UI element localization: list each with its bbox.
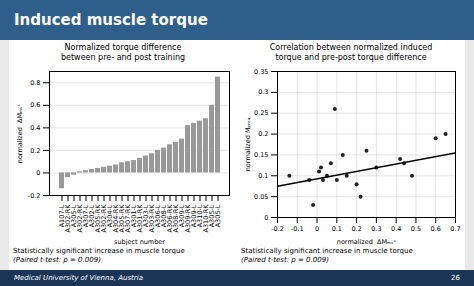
svg-text:A309-L: A309-L xyxy=(190,204,199,228)
svg-text:0.35: 0.35 xyxy=(254,68,268,76)
html-text:Medical University of Vienna,: Medical University of Vienna, Austria xyxy=(14,274,143,282)
svg-text:0.3: 0.3 xyxy=(371,225,381,233)
svg-text:0.15: 0.15 xyxy=(254,151,268,159)
svg-text:A304-L: A304-L xyxy=(106,204,115,228)
svg-text:-0.1: -0.1 xyxy=(291,225,304,233)
svg-text:A305-L: A305-L xyxy=(208,204,217,228)
svg-text:-0.2: -0.2 xyxy=(28,192,41,200)
svg-text:0.2: 0.2 xyxy=(30,146,40,154)
svg-text:A303-RK: A303-RK xyxy=(148,204,157,233)
svg-text:0.7: 0.7 xyxy=(450,225,460,233)
svg-text:A305-L: A305-L xyxy=(70,204,79,228)
svg-text:0.05: 0.05 xyxy=(254,193,268,201)
svg-text:A305-RK: A305-RK xyxy=(94,204,103,233)
html-text:26: 26 xyxy=(451,274,460,282)
svg-text:0.5: 0.5 xyxy=(411,225,421,233)
svg-text:A308-RK: A308-RK xyxy=(172,204,181,233)
svg-text:0.4: 0.4 xyxy=(391,225,401,233)
svg-text:0.4: 0.4 xyxy=(30,124,40,132)
svg-text:A302-RK: A302-RK xyxy=(76,204,85,233)
svg-text:A307-L: A307-L xyxy=(82,204,91,228)
svg-text:A302-RK: A302-RK xyxy=(100,204,109,233)
html-text:(Paired t-test: p = 0.009): (Paired t-test: p = 0.009) xyxy=(13,256,101,264)
svg-text:A302-L: A302-L xyxy=(88,204,97,228)
svg-text:A307-RK: A307-RK xyxy=(124,204,133,233)
svg-text:normalized ΔMₘᵥᶜ: normalized ΔMₘᵥᶜ xyxy=(16,104,24,163)
svg-text:A302-RK: A302-RK xyxy=(64,204,73,233)
svg-text:0.2: 0.2 xyxy=(258,130,268,138)
svg-text:A303-L: A303-L xyxy=(142,204,151,228)
svg-text:A309-RK: A309-RK xyxy=(184,204,193,233)
svg-text:A107-L: A107-L xyxy=(58,204,67,228)
html-text:Induced muscle torque: Induced muscle torque xyxy=(14,11,208,29)
svg-text:A305-RK: A305-RK xyxy=(118,204,127,233)
html-text:(Paired t-test: p = 0.009): (Paired t-test: p = 0.009) xyxy=(241,256,329,264)
svg-text:0.1: 0.1 xyxy=(332,225,342,233)
svg-text:0.25: 0.25 xyxy=(254,109,268,117)
svg-text:subject number: subject number xyxy=(114,238,165,246)
svg-text:-0.2: -0.2 xyxy=(271,225,284,233)
svg-text:0: 0 xyxy=(36,169,40,177)
svg-text:0.6: 0.6 xyxy=(30,101,40,109)
svg-text:A305-L: A305-L xyxy=(214,204,222,227)
svg-text:A309-L: A309-L xyxy=(178,204,187,228)
svg-text:A306-L: A306-L xyxy=(154,204,163,228)
svg-text:0.2: 0.2 xyxy=(351,225,361,233)
svg-text:0: 0 xyxy=(264,214,268,222)
svg-text:A306-RK: A306-RK xyxy=(166,204,175,233)
html-text:Statistically significant incr: Statistically significant increase in mu… xyxy=(241,247,413,255)
html-text:Normalized torque difference b: Normalized torque difference between pre… xyxy=(61,43,185,62)
svg-text:A310-RK: A310-RK xyxy=(202,204,211,233)
svg-text:0.8: 0.8 xyxy=(30,79,40,87)
svg-text:A301-L: A301-L xyxy=(130,204,139,228)
svg-text:A308-L: A308-L xyxy=(160,204,169,228)
html-text:Statistically significant incr: Statistically significant increase in mu… xyxy=(13,247,185,255)
svg-text:A304-RK: A304-RK xyxy=(112,204,121,233)
svg-text:A310-L: A310-L xyxy=(196,204,205,228)
svg-text:0: 0 xyxy=(315,225,319,233)
svg-text:A301-RK: A301-RK xyxy=(136,204,145,233)
svg-text:normalized ΔMₘᵥᶜ: normalized ΔMₘᵥᶜ xyxy=(337,238,396,246)
svg-text:0.6: 0.6 xyxy=(431,225,441,233)
html-text:Correlation between normalized: Correlation between normalized induced t… xyxy=(269,43,433,62)
svg-text:0.1: 0.1 xyxy=(258,172,268,180)
svg-text:normalized Mₚᵣₑₐ: normalized Mₚᵣₑₐ xyxy=(244,117,252,171)
svg-text:0.3: 0.3 xyxy=(258,88,268,96)
